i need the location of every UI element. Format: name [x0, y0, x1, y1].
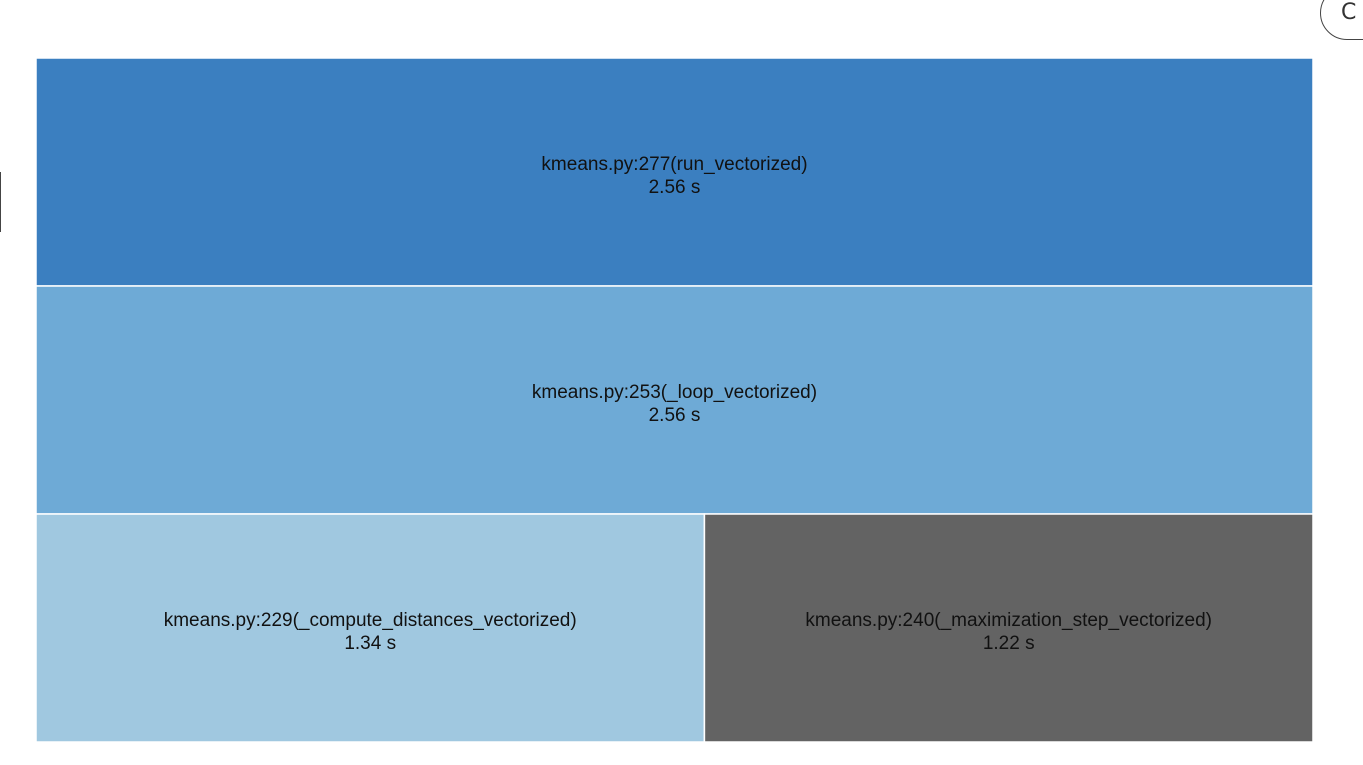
icicle-node-label: kmeans.py:253(_loop_vectorized) — [532, 382, 817, 403]
icicle-node-label: kmeans.py:277(run_vectorized) — [541, 154, 807, 175]
icicle-node-label: kmeans.py:229(_compute_distances_vectori… — [164, 610, 577, 631]
icicle-node-value: 1.22 s — [983, 633, 1035, 654]
icicle-node-value: 2.56 s — [649, 405, 701, 426]
icicle-node-label: kmeans.py:240(_maximization_step_vectori… — [805, 610, 1212, 631]
icicle-node-compute_distances_vectorized[interactable]: kmeans.py:229(_compute_distances_vectori… — [35, 513, 706, 743]
icicle-node-maximization_step_vectorized[interactable]: kmeans.py:240(_maximization_step_vectori… — [703, 513, 1314, 743]
icicle-rect[interactable] — [35, 513, 706, 743]
icicle-rect[interactable] — [703, 513, 1314, 743]
icicle-rect[interactable] — [35, 285, 1314, 515]
icicle-node-value: 1.34 s — [344, 633, 396, 654]
icicle-node-value: 2.56 s — [649, 177, 701, 198]
icicle-node-loop_vectorized[interactable]: kmeans.py:253(_loop_vectorized)2.56 s — [35, 285, 1314, 515]
icicle-node-run_vectorized[interactable]: kmeans.py:277(run_vectorized)2.56 s — [35, 57, 1314, 287]
icicle-rect[interactable] — [35, 57, 1314, 287]
edge-divider — [0, 172, 1, 232]
